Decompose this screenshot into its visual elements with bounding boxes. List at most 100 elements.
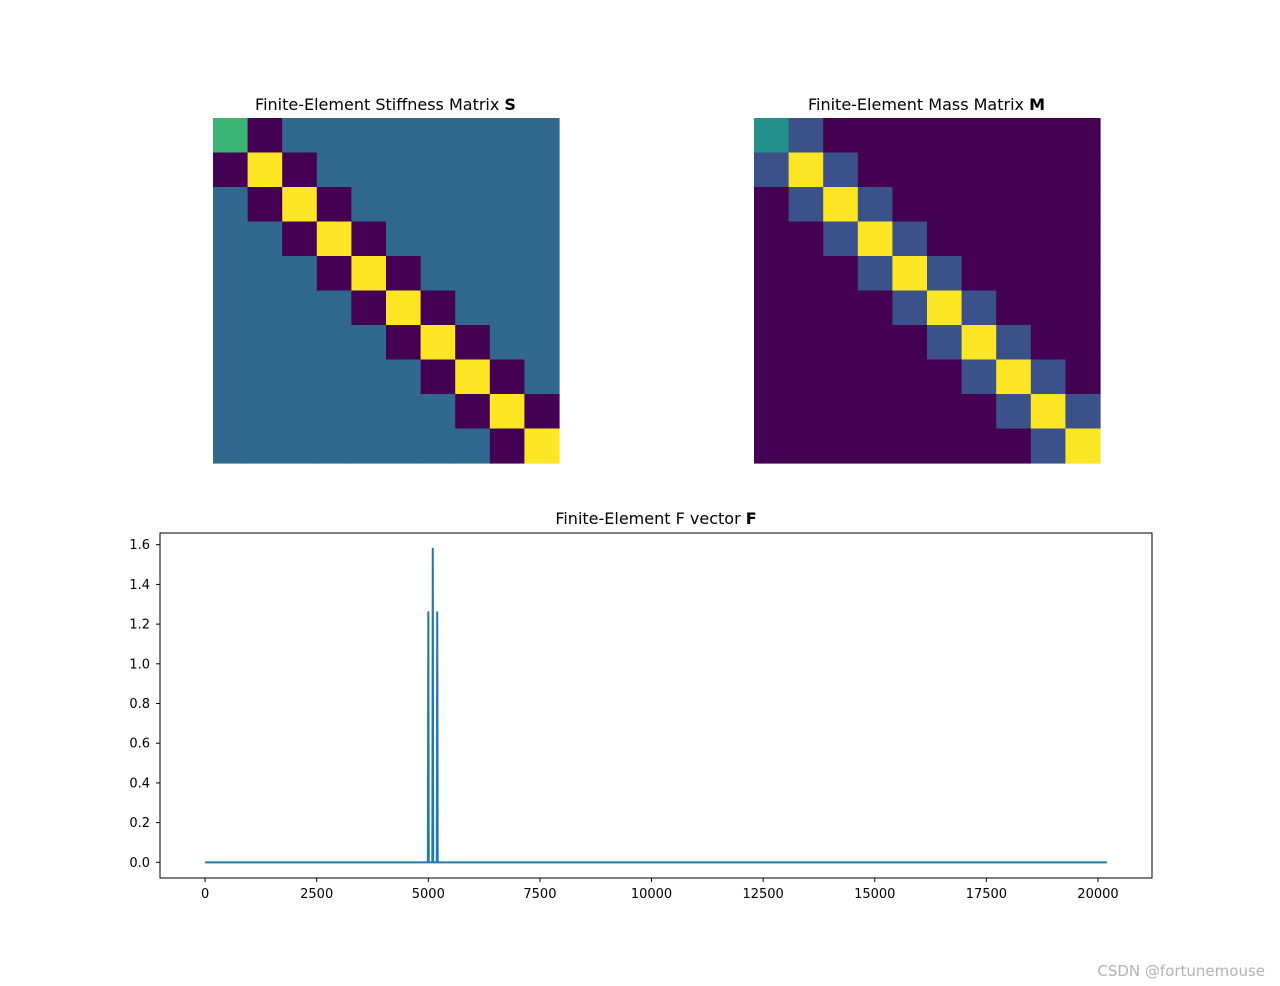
matrix-cell <box>524 187 560 223</box>
matrix-cell <box>489 152 525 188</box>
matrix-cell <box>282 152 318 188</box>
matrix-cell <box>386 359 422 395</box>
matrix-cell <box>892 359 928 395</box>
matrix-cell <box>754 359 790 395</box>
matrix-cell <box>455 428 491 464</box>
matrix-cell <box>455 187 491 223</box>
matrix-cell <box>455 359 491 395</box>
matrix-cell <box>386 256 422 292</box>
matrix-cell <box>823 428 859 464</box>
matrix-cell <box>823 325 859 361</box>
matrix-cell <box>247 221 283 257</box>
matrix-cell <box>927 325 963 361</box>
matrix-cell <box>892 394 928 430</box>
matrix-cell <box>247 152 283 188</box>
matrix-cell <box>788 187 824 223</box>
matrix-cell <box>351 428 387 464</box>
matrix-cell <box>351 118 387 154</box>
matrix-cell <box>455 394 491 430</box>
matrix-cell <box>489 221 525 257</box>
matrix-cell <box>892 221 928 257</box>
matrix-cell <box>961 394 997 430</box>
matrix-cell <box>754 290 790 326</box>
matrix-cell <box>455 118 491 154</box>
matrix-cell <box>316 187 352 223</box>
matrix-cell <box>247 359 283 395</box>
matrix-cell <box>927 221 963 257</box>
matrix-cell <box>857 221 893 257</box>
matrix-cell <box>282 325 318 361</box>
matrix-cell <box>996 359 1032 395</box>
matrix-cell <box>524 256 560 292</box>
matrix-cell <box>282 256 318 292</box>
matrix-cell <box>1065 221 1101 257</box>
matrix-cell <box>386 152 422 188</box>
matrix-cell <box>961 221 997 257</box>
matrix-cell <box>788 428 824 464</box>
matrix-cell <box>1030 152 1066 188</box>
matrix-cell <box>1065 290 1101 326</box>
matrix-cell <box>1065 187 1101 223</box>
matrix-cell <box>1065 152 1101 188</box>
matrix-cell <box>524 118 560 154</box>
matrix-cell <box>282 118 318 154</box>
y-tick-label: 0.0 <box>129 856 150 871</box>
matrix-cell <box>386 290 422 326</box>
matrix-cell <box>857 394 893 430</box>
matrix-cell <box>961 187 997 223</box>
matrix-cell <box>996 221 1032 257</box>
matrix-cell <box>857 152 893 188</box>
matrix-cell <box>420 187 456 223</box>
matrix-cell <box>489 187 525 223</box>
matrix-cell <box>996 118 1032 154</box>
matrix-cell <box>386 221 422 257</box>
matrix-cell <box>489 359 525 395</box>
matrix-cell <box>857 187 893 223</box>
matrix-cell <box>489 428 525 464</box>
matrix-cell <box>996 428 1032 464</box>
matrix-cell <box>213 394 249 430</box>
matrix-cell <box>524 152 560 188</box>
matrix-cell <box>455 290 491 326</box>
matrix-cell <box>524 221 560 257</box>
matrix-cell <box>927 428 963 464</box>
matrix-cell <box>996 152 1032 188</box>
matrix-cell <box>386 394 422 430</box>
y-tick-label: 1.0 <box>129 657 150 672</box>
matrix-cell <box>788 394 824 430</box>
y-tick-label: 0.6 <box>129 737 150 752</box>
plot-frame <box>159 532 1153 879</box>
mass-matrix-cells <box>754 118 1101 464</box>
matrix-cell <box>524 325 560 361</box>
matrix-cell <box>996 256 1032 292</box>
stiffness-matrix-title: Finite-Element Stiffness Matrix S <box>255 95 516 114</box>
matrix-cell <box>857 428 893 464</box>
matrix-cell <box>927 187 963 223</box>
matrix-cell <box>1030 221 1066 257</box>
matrix-cell <box>316 359 352 395</box>
matrix-cell <box>857 256 893 292</box>
matrix-cell <box>489 290 525 326</box>
matrix-cell <box>961 359 997 395</box>
matrix-cell <box>927 152 963 188</box>
matrix-cell <box>1065 394 1101 430</box>
matrix-cell <box>927 256 963 292</box>
matrix-cell <box>282 221 318 257</box>
matrix-cell <box>213 152 249 188</box>
matrix-cell <box>1030 428 1066 464</box>
matrix-cell <box>961 325 997 361</box>
matrix-cell <box>489 256 525 292</box>
matrix-cell <box>892 152 928 188</box>
matrix-cell <box>754 428 790 464</box>
x-tick-label: 12500 <box>742 887 783 902</box>
matrix-cell <box>213 221 249 257</box>
matrix-cell <box>961 290 997 326</box>
matrix-cell <box>351 221 387 257</box>
matrix-cell <box>754 221 790 257</box>
matrix-cell <box>489 118 525 154</box>
matrix-cell <box>1030 359 1066 395</box>
matrix-cell <box>1065 325 1101 361</box>
matrix-cell <box>1030 394 1066 430</box>
matrix-cell <box>420 152 456 188</box>
matrix-cell <box>386 428 422 464</box>
